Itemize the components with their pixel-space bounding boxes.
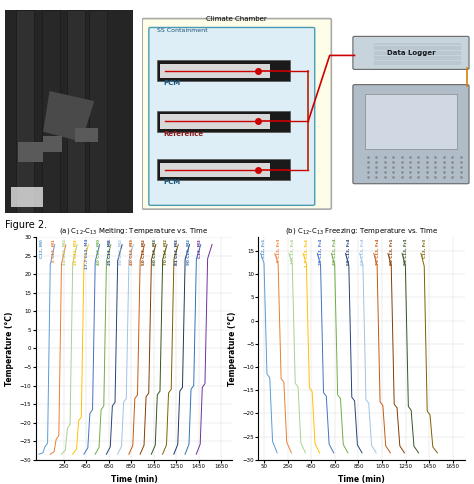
Title: (a) C$_{12}$-C$_{13}$ Melting: Temperature vs. Time: (a) C$_{12}$-C$_{13}$ Melting: Temperatu… xyxy=(59,227,209,237)
Text: 50 C13, M2: 50 C13, M2 xyxy=(141,239,146,265)
Text: 40 C13, Fr4: 40 C13, Fr4 xyxy=(333,239,337,265)
Text: C12, Fr1: C12, Fr1 xyxy=(262,239,266,258)
Text: Reference: Reference xyxy=(164,131,204,136)
Text: 40 C13, M0: 40 C13, M0 xyxy=(97,239,100,265)
Bar xyxy=(365,93,457,150)
Bar xyxy=(18,142,43,162)
Text: Figure 2.: Figure 2. xyxy=(5,220,47,230)
Text: SS Containment: SS Containment xyxy=(157,28,208,32)
Text: C13, M3: C13, M3 xyxy=(198,239,201,258)
X-axis label: Time (min): Time (min) xyxy=(338,474,385,484)
Text: 10C13, Fr4: 10C13, Fr4 xyxy=(291,239,294,264)
Bar xyxy=(42,10,60,213)
Text: 25 C13, Fr4: 25 C13, Fr4 xyxy=(319,239,323,265)
Bar xyxy=(160,114,270,129)
Bar xyxy=(160,163,270,177)
Text: 5 C13, Fr3: 5 C13, Fr3 xyxy=(276,239,280,262)
Text: 90 C13, M2: 90 C13, M2 xyxy=(186,239,191,265)
Y-axis label: Temperature (°C): Temperature (°C) xyxy=(5,311,14,386)
Bar xyxy=(67,10,85,213)
FancyBboxPatch shape xyxy=(149,28,315,205)
Text: PCM: PCM xyxy=(164,179,181,185)
X-axis label: Time (min): Time (min) xyxy=(110,474,157,484)
Text: 90 C13, Fr3: 90 C13, Fr3 xyxy=(403,239,408,265)
Text: 81 C13, M3: 81 C13, M3 xyxy=(175,239,179,265)
Text: 25 C13, M3: 25 C13, M3 xyxy=(74,239,78,265)
FancyBboxPatch shape xyxy=(353,36,469,69)
Text: 25 C13, M8: 25 C13, M8 xyxy=(108,239,112,265)
Text: Computer: Computer xyxy=(392,117,430,126)
Text: C13, Fr3: C13, Fr3 xyxy=(422,239,427,258)
FancyBboxPatch shape xyxy=(142,18,331,209)
Y-axis label: Temperature (°C): Temperature (°C) xyxy=(228,311,237,386)
Text: 5 C13, M1: 5 C13, M1 xyxy=(52,239,55,262)
Text: 40 C13, M3: 40 C13, M3 xyxy=(130,239,134,265)
Text: 60 C13, Fr4: 60 C13, Fr4 xyxy=(361,239,365,265)
Text: 30 C13, M2: 30 C13, M2 xyxy=(119,239,123,265)
Bar xyxy=(160,63,270,78)
Text: C12, M0: C12, M0 xyxy=(40,239,44,258)
Bar xyxy=(16,10,34,213)
Polygon shape xyxy=(43,91,94,142)
Title: (b) C$_{12}$-C$_{13}$ Freezing: Temperature vs. Time: (b) C$_{12}$-C$_{13}$ Freezing: Temperat… xyxy=(285,227,438,237)
Bar xyxy=(157,111,290,132)
Text: 70 C13, M2: 70 C13, M2 xyxy=(164,239,168,265)
Text: Data Logger: Data Logger xyxy=(387,50,435,56)
Bar xyxy=(157,60,290,81)
Text: Climate Chamber: Climate Chamber xyxy=(206,16,267,22)
Text: 17.7 C13, M4: 17.7 C13, M4 xyxy=(85,239,89,270)
Text: 1.7 C13, Fr4: 1.7 C13, Fr4 xyxy=(305,239,309,267)
Text: 80 C13, Fr1: 80 C13, Fr1 xyxy=(390,239,393,265)
Text: 60 C13, M3: 60 C13, M3 xyxy=(153,239,157,265)
Text: 10 C13, M2: 10 C13, M2 xyxy=(63,239,67,265)
Bar xyxy=(157,159,290,181)
Text: PCM: PCM xyxy=(164,80,181,86)
Text: 50 C13, Fr4: 50 C13, Fr4 xyxy=(347,239,351,265)
Bar xyxy=(89,10,107,213)
Text: 70 C13, Fr4: 70 C13, Fr4 xyxy=(375,239,379,265)
FancyBboxPatch shape xyxy=(353,85,469,184)
Bar xyxy=(75,128,98,142)
Bar xyxy=(11,186,43,207)
Bar xyxy=(43,136,62,152)
